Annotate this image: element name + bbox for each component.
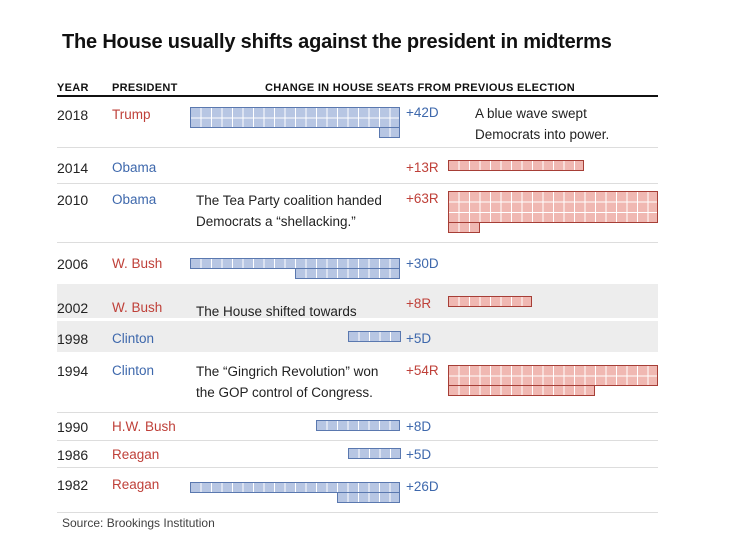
republican-seat-bar (448, 191, 658, 223)
year-label: 2002 (57, 300, 89, 316)
seat-change-label: +8R (406, 296, 432, 311)
year-label: 2006 (57, 256, 89, 272)
year-label: 1998 (57, 331, 89, 347)
table-row-1982: 1982 Reagan +26D (57, 467, 658, 513)
table-row-2006: 2006 W. Bush +30D (57, 242, 658, 284)
seat-change-label: +54R (406, 363, 439, 378)
democrat-seat-bar (316, 420, 400, 431)
republican-seat-bar-remainder (448, 222, 480, 233)
seat-change-label: +63R (406, 191, 439, 206)
annotation-1994: The “Gingrich Revolution” won the GOP co… (196, 361, 378, 403)
year-label: 2014 (57, 160, 89, 176)
year-label: 2010 (57, 192, 89, 208)
column-header-seat-change: CHANGE IN HOUSE SEATS FROM PREVIOUS ELEC… (265, 82, 576, 94)
seat-change-label: +8D (406, 419, 432, 434)
president-label: W. Bush (112, 256, 163, 271)
republican-seat-bar-remainder (448, 385, 595, 396)
president-label: Clinton (112, 331, 155, 346)
democrat-seat-bar (190, 107, 400, 128)
annotation-2018: A blue wave swept Democrats into power. (475, 103, 609, 145)
seat-change-label: +5D (406, 331, 432, 346)
annotation-2010: The Tea Party coalition handed Democrats… (196, 190, 382, 232)
annotation-line: Democrats into power. (475, 127, 610, 142)
seat-change-label: +42D (406, 105, 439, 120)
president-label: Clinton (112, 363, 155, 378)
year-label: 1994 (57, 363, 89, 379)
annotation-line: the GOP control of Congress. (196, 385, 373, 400)
seat-change-label: +30D (406, 256, 439, 271)
column-header-president: PRESIDENT (112, 82, 178, 94)
annotation-line: The Tea Party coalition handed (196, 193, 382, 208)
year-label: 1986 (57, 447, 89, 463)
table-row-2010: 2010 Obama The Tea Party coalition hande… (57, 183, 658, 243)
seat-change-label: +13R (406, 160, 439, 175)
table-row-1998: 1998 Clinton +5D (57, 321, 658, 352)
democrat-seat-bar (190, 482, 400, 493)
year-label: 1982 (57, 477, 89, 493)
president-label: Trump (112, 107, 151, 122)
seat-change-label: +5D (406, 447, 432, 462)
democrat-seat-bar-remainder (295, 268, 400, 279)
democrat-seat-bar (348, 448, 401, 459)
table-row-2014: 2014 Obama +13R (57, 147, 658, 184)
table-row-2018: 2018 Trump +42D A blue wave swept Democr… (57, 97, 658, 148)
president-label: Obama (112, 160, 157, 175)
annotation-line: The House shifted towards (196, 304, 357, 319)
democrat-seat-bar-remainder (379, 127, 400, 138)
year-label: 1990 (57, 419, 89, 435)
president-label: Obama (112, 192, 157, 207)
header-rule (57, 95, 658, 97)
democrat-seat-bar-remainder (337, 492, 400, 503)
table-row-2002: 2002 W. Bush The House shifted towards t… (57, 284, 658, 340)
seat-change-label: +26D (406, 479, 439, 494)
republican-seat-bar (448, 365, 658, 386)
president-label: H.W. Bush (112, 419, 176, 434)
table-row-1986: 1986 Reagan +5D (57, 440, 658, 468)
year-label: 2018 (57, 107, 89, 123)
table-row-1994: 1994 Clinton The “Gingrich Revolution” w… (57, 352, 658, 413)
annotation-line: A blue wave swept (475, 106, 587, 121)
republican-seat-bar (448, 296, 532, 307)
source-note: Source: Brookings Institution (62, 516, 215, 530)
chart-title: The House usually shifts against the pre… (62, 31, 612, 53)
table-row-1990: 1990 H.W. Bush +8D (57, 412, 658, 441)
president-label: Reagan (112, 477, 160, 492)
president-label: Reagan (112, 447, 160, 462)
annotation-line: The “Gingrich Revolution” won (196, 364, 379, 379)
annotation-line: Democrats a “shellacking.” (196, 214, 356, 229)
column-header-year: YEAR (57, 82, 89, 94)
republican-seat-bar (448, 160, 584, 171)
president-label: W. Bush (112, 300, 163, 315)
democrat-seat-bar (348, 331, 401, 342)
